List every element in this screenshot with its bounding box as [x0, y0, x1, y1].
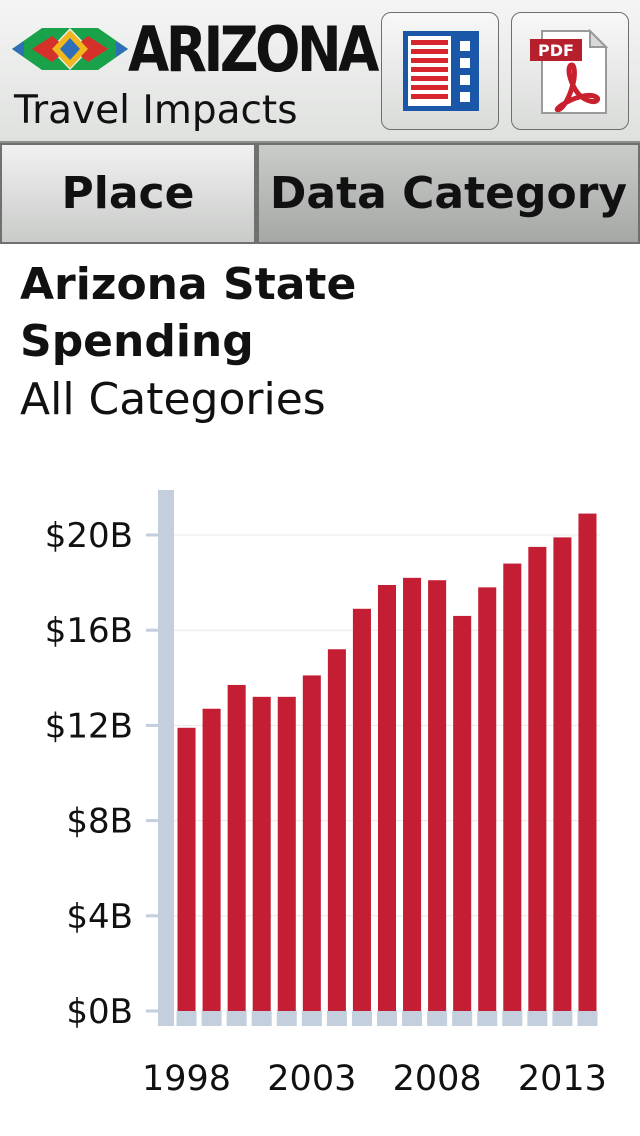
y-axis-strip — [158, 490, 174, 1026]
x-tick-label-1998: 1998 — [142, 1059, 231, 1099]
bar-2013[interactable] — [553, 537, 572, 1011]
y-tick-mark-5 — [146, 533, 158, 537]
bar-2005[interactable] — [352, 608, 371, 1011]
bar-2001[interactable] — [252, 696, 271, 1011]
bar-2011[interactable] — [503, 563, 522, 1011]
bar-2003[interactable] — [302, 675, 321, 1011]
bar-2006[interactable] — [377, 584, 397, 1011]
bar-2010[interactable] — [478, 587, 497, 1011]
arizona-logo-emblem-icon — [12, 28, 128, 70]
bar-1998[interactable] — [177, 727, 196, 1011]
logo-wordmark: ARIZONA — [128, 13, 379, 86]
x-axis-block-2004 — [326, 1011, 347, 1026]
bar-2014[interactable] — [578, 513, 597, 1011]
x-axis-block-1998 — [176, 1011, 197, 1026]
x-axis-block-2002 — [276, 1011, 297, 1026]
y-tick-label-2: $8B — [66, 802, 133, 842]
x-axis-block-2001 — [251, 1011, 272, 1026]
x-axis-block-2006 — [376, 1011, 398, 1026]
bar-2000[interactable] — [227, 684, 246, 1011]
x-axis-block-2011 — [502, 1011, 523, 1026]
x-axis-block-1999 — [201, 1011, 222, 1026]
x-tick-label-2008: 2008 — [393, 1059, 482, 1099]
tab-data-category[interactable]: Data Category — [256, 143, 640, 244]
x-axis-block-2000 — [226, 1011, 247, 1026]
y-tick-label-3: $12B — [45, 706, 133, 746]
x-axis-block-2010 — [477, 1011, 498, 1026]
bar-2007[interactable] — [403, 577, 422, 1011]
y-tick-mark-0 — [146, 1009, 158, 1013]
arizona-logo: ARIZONA Travel Impacts — [10, 12, 379, 137]
pdf-export-button[interactable]: PDF — [511, 12, 629, 130]
y-tick-label-4: $16B — [45, 611, 133, 651]
x-axis-block-2013 — [552, 1011, 573, 1026]
bar-2012[interactable] — [528, 546, 547, 1011]
bar-2009[interactable] — [453, 615, 472, 1011]
x-tick-label-2013: 2013 — [518, 1059, 607, 1099]
y-tick-mark-1 — [146, 914, 158, 918]
tab-place[interactable]: Place — [0, 143, 256, 244]
y-tick-mark-3 — [146, 723, 158, 727]
x-tick-label-2003: 2003 — [267, 1059, 356, 1099]
bar-2002[interactable] — [277, 696, 296, 1011]
x-axis-block-2014 — [577, 1011, 598, 1026]
y-tick-label-5: $20B — [45, 516, 133, 556]
y-tick-mark-4 — [146, 628, 158, 632]
bar-1999[interactable] — [202, 708, 221, 1011]
x-axis-block-2005 — [351, 1011, 372, 1026]
chart-heading: Arizona State Spending All Categories — [20, 256, 620, 430]
x-axis-block-2012 — [527, 1011, 548, 1026]
app-header: ARIZONA Travel Impacts — [0, 0, 640, 143]
x-axis-block-2009 — [452, 1011, 473, 1026]
y-tick-label-1: $4B — [66, 897, 133, 937]
x-axis-block-2007 — [402, 1011, 423, 1026]
x-axis-block-2008 — [427, 1011, 448, 1026]
logo-subtitle: Travel Impacts — [14, 88, 298, 133]
bar-2008[interactable] — [428, 580, 447, 1011]
page-title: Arizona State Spending — [20, 259, 357, 367]
pdf-label: PDF — [538, 41, 574, 60]
pdf-document-icon: PDF — [530, 28, 609, 114]
x-axis-block-2003 — [301, 1011, 322, 1026]
table-view-button[interactable] — [381, 12, 499, 130]
table-list-icon — [403, 31, 479, 111]
tab-bar: Place Data Category — [0, 143, 640, 244]
y-tick-label-0: $0B — [66, 992, 133, 1032]
page-subtitle: All Categories — [20, 374, 326, 425]
bar-2004[interactable] — [327, 649, 346, 1011]
y-tick-mark-2 — [146, 819, 158, 823]
spending-bar-chart: $0B $4B $8B $12B $16B $20B 1998 2003 2008 2013 — [45, 490, 607, 1099]
